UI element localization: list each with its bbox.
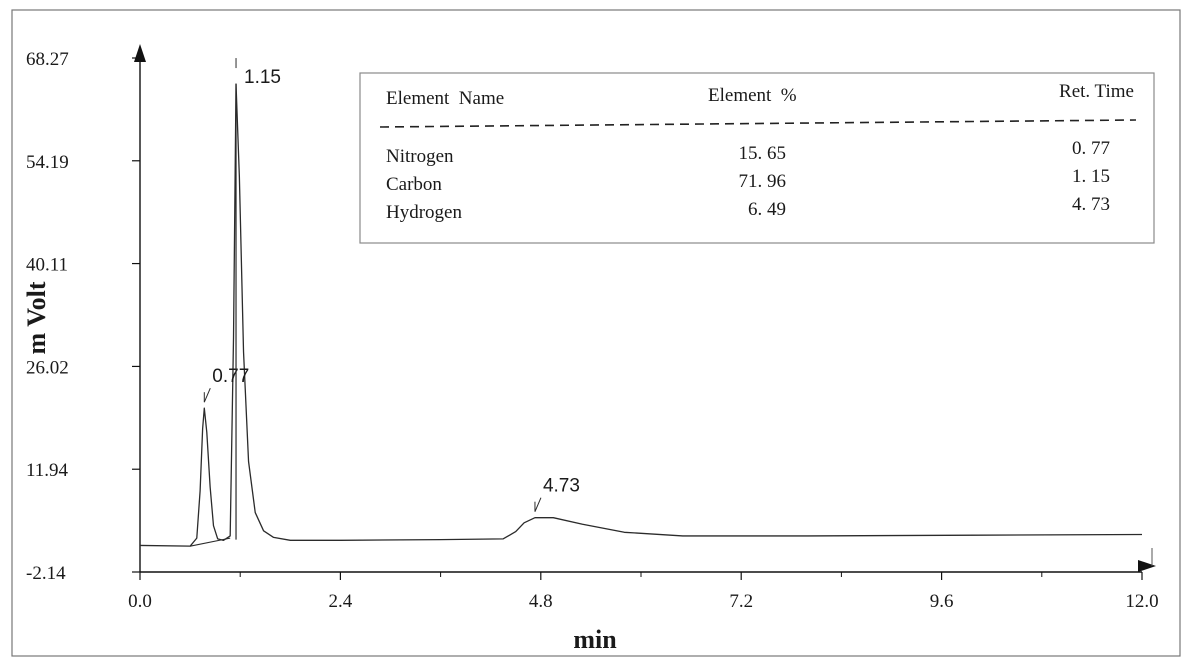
peak-marker <box>203 387 211 403</box>
table-row-hydrogen-name: Hydrogen <box>386 202 462 223</box>
x-tick-label: 9.6 <box>930 591 954 612</box>
table-row-nitrogen-name: Nitrogen <box>386 146 454 167</box>
table-row-hydrogen-rettime: 4. 73 <box>1072 194 1110 215</box>
y-tick-label: -2.14 <box>26 563 66 584</box>
results-table-border <box>359 72 1155 244</box>
table-header-element-percent: Element % <box>708 85 797 106</box>
y-axis-ticks: -2.14 11.94 26.02 40.11 54.19 68.27 <box>26 49 140 584</box>
table-header-divider <box>379 119 1137 128</box>
table-row-carbon-rettime: 1. 15 <box>1072 166 1110 187</box>
x-tick-label: 7.2 <box>729 591 753 612</box>
y-axis-title: m Volt <box>22 281 51 354</box>
integration-baseline <box>189 537 231 547</box>
peak-marker <box>534 497 542 512</box>
table-row-nitrogen-rettime: 0. 77 <box>1072 138 1110 159</box>
peak-label: 4.73 <box>543 476 580 497</box>
y-tick-label: 11.94 <box>26 460 69 481</box>
x-tick-label: 0.0 <box>128 591 152 612</box>
table-row-carbon-name: Carbon <box>386 174 442 195</box>
chromatogram-trace <box>139 83 1143 547</box>
table-row-hydrogen-percent: 6. 49 <box>748 199 786 220</box>
table-header-element-name: Element Name <box>386 88 504 109</box>
peak-label: 1.15 <box>244 67 281 88</box>
y-tick-label: 40.11 <box>26 255 68 276</box>
plot-area: 0.77 1.15 4.73 <box>139 58 1143 547</box>
x-tick-label: 2.4 <box>329 591 353 612</box>
y-tick-label: 54.19 <box>26 152 69 173</box>
table-header-ret-time: Ret. Time <box>1059 81 1134 102</box>
table-row-nitrogen-percent: 15. 65 <box>739 143 787 164</box>
peak-label: 0.77 <box>212 366 249 387</box>
x-tick-label: 12.0 <box>1125 591 1158 612</box>
x-axis-ticks: 0.0 2.4 4.8 7.2 9.6 12.0 <box>128 572 1159 612</box>
y-tick-label: 26.02 <box>26 357 69 378</box>
x-tick-label: 4.8 <box>529 591 553 612</box>
y-axis-arrowhead <box>134 44 146 62</box>
x-axis-title: min <box>573 625 617 654</box>
x-axis-arrowhead <box>1138 560 1156 572</box>
results-table: Element Name Element % Ret. Time Nitroge… <box>359 72 1155 244</box>
y-tick-label: 68.27 <box>26 49 69 70</box>
figure-border <box>11 9 1181 657</box>
table-row-carbon-percent: 71. 96 <box>739 171 787 192</box>
